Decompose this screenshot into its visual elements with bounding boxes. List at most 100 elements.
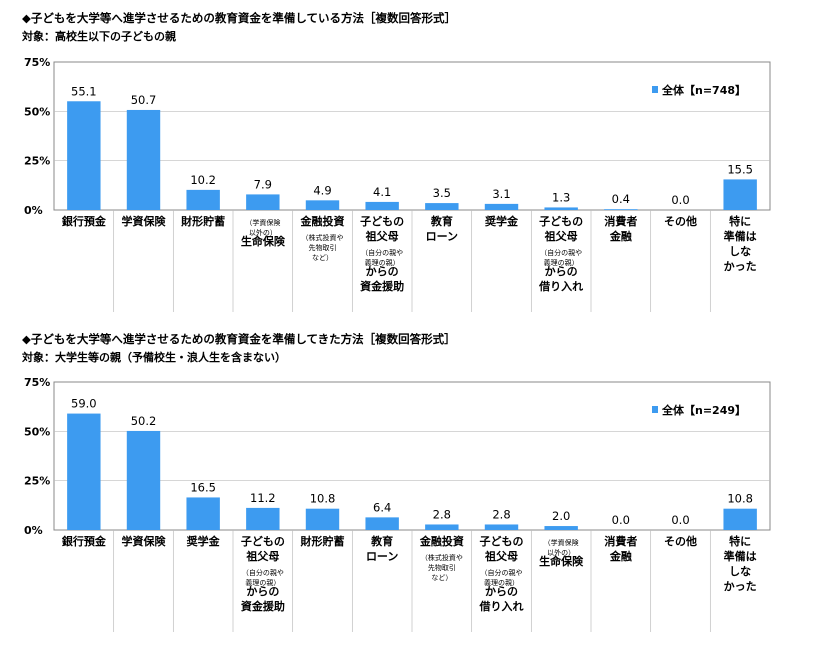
data-label: 3.5 xyxy=(433,186,451,200)
category-label: （自分の親や xyxy=(242,568,284,577)
data-label: 7.9 xyxy=(254,177,272,191)
category-label: 子どもの xyxy=(360,215,404,228)
category-label: 祖父母 xyxy=(544,229,578,243)
category-label: （自分の親や xyxy=(361,248,403,257)
category-label: 金融投資 xyxy=(419,534,464,548)
category-label: 銀行預金 xyxy=(62,534,107,548)
bar xyxy=(544,207,578,210)
data-label: 16.5 xyxy=(190,480,216,494)
data-label: 0.0 xyxy=(671,513,689,527)
legend-swatch xyxy=(652,86,658,93)
category-label: （自分の親や xyxy=(540,248,582,257)
data-label: 55.1 xyxy=(71,84,97,98)
data-label: 4.9 xyxy=(313,183,331,197)
bar xyxy=(186,497,220,530)
chart2-subtitle: 対象：大学生等の親（予備校生・浪人生を含まない） xyxy=(22,351,286,364)
category-label: 学資保険 xyxy=(122,534,167,548)
category-label: （自分の親や xyxy=(481,568,523,577)
category-label: など） xyxy=(431,574,452,582)
bar xyxy=(484,203,519,210)
y-tick-label: 50% xyxy=(24,425,50,438)
bar xyxy=(723,508,757,530)
category-label: かった xyxy=(724,260,757,273)
category-label: その他 xyxy=(664,534,697,548)
category-label: 義理の親） xyxy=(365,258,400,267)
category-label: 消費者 xyxy=(604,214,637,228)
category-label: 消費者 xyxy=(604,534,637,548)
category-label: 子どもの xyxy=(480,535,524,548)
category-label: 生命保険 xyxy=(241,234,286,248)
data-label: 0.0 xyxy=(612,513,630,527)
category-label: 祖父母 xyxy=(484,549,518,563)
category-label: 祖父母 xyxy=(365,229,399,243)
bar xyxy=(544,526,578,530)
category-label: 子どもの xyxy=(241,535,285,548)
category-label: 学資保険 xyxy=(122,214,167,228)
category-label: かった xyxy=(724,580,757,593)
y-tick-label: 25% xyxy=(24,155,50,168)
category-label: 奨学金 xyxy=(484,214,519,228)
chart2-title: ◆子どもを大学等へ進学させるための教育資金を準備してきた方法［複数回答形式］ xyxy=(22,332,456,346)
category-label: 銀行預金 xyxy=(62,214,107,228)
category-label: 準備は xyxy=(724,229,757,243)
bar xyxy=(425,203,459,210)
legend-label: 全体【n=748】 xyxy=(661,83,746,97)
category-label: からの xyxy=(246,585,279,598)
category-label: 財形貯蓄 xyxy=(180,214,225,228)
chart1-subtitle: 対象：高校生以下の子どもの親 xyxy=(22,30,176,43)
category-label: 金融 xyxy=(609,229,632,243)
bar xyxy=(365,201,399,210)
data-label: 50.7 xyxy=(131,93,157,107)
data-label: 6.4 xyxy=(373,500,391,514)
bar xyxy=(246,194,280,210)
category-label: （学資保険 xyxy=(544,538,579,547)
bar xyxy=(186,189,220,210)
legend-swatch xyxy=(652,406,658,413)
bar xyxy=(305,508,340,530)
category-label: 生命保険 xyxy=(539,554,584,568)
data-label: 0.4 xyxy=(612,192,630,206)
bar xyxy=(67,101,101,210)
data-label: 2.8 xyxy=(492,507,510,521)
chart1-title: ◆子どもを大学等へ進学させるための教育資金を準備している方法［複数回答形式］ xyxy=(22,11,456,25)
bar xyxy=(126,109,161,210)
bar xyxy=(246,507,280,530)
category-label: 特に xyxy=(729,534,751,548)
bar xyxy=(723,179,757,210)
bar xyxy=(365,517,399,530)
y-tick-label: 0% xyxy=(24,204,43,217)
data-label: 1.3 xyxy=(552,190,570,204)
category-label: 特に xyxy=(729,214,751,228)
category-label: 借り入れ xyxy=(538,279,583,293)
category-label: 祖父母 xyxy=(245,549,279,563)
category-label: からの xyxy=(485,585,518,598)
category-label: 先物取引 xyxy=(428,563,456,572)
category-label: 以外の） xyxy=(249,228,277,237)
category-label: 準備は xyxy=(724,549,757,563)
category-label: ローン xyxy=(366,550,398,563)
category-label: 金融投資 xyxy=(300,214,345,228)
category-label: 義理の親） xyxy=(245,578,280,587)
data-label: 4.1 xyxy=(373,185,391,199)
category-label: （学資保険 xyxy=(245,218,280,227)
category-label: 財形貯蓄 xyxy=(300,534,345,548)
category-label: 教育 xyxy=(370,534,393,548)
data-label: 2.8 xyxy=(433,507,451,521)
data-label: 15.5 xyxy=(727,162,753,176)
bar xyxy=(305,200,340,210)
category-label: しな xyxy=(729,245,751,258)
y-tick-label: 0% xyxy=(24,524,43,537)
data-label: 3.1 xyxy=(492,187,510,201)
data-label: 10.8 xyxy=(310,492,336,506)
category-label: 義理の親） xyxy=(544,258,579,267)
y-tick-label: 25% xyxy=(24,475,50,488)
y-tick-label: 75% xyxy=(24,56,50,69)
data-label: 0.0 xyxy=(671,193,689,207)
data-label: 11.2 xyxy=(250,491,276,505)
category-label: からの xyxy=(366,265,399,278)
category-label: 先物取引 xyxy=(309,243,337,252)
category-label: 金融 xyxy=(609,549,632,563)
bar xyxy=(425,524,459,530)
data-label: 10.8 xyxy=(727,492,753,506)
category-label: （株式投資や xyxy=(421,553,463,562)
